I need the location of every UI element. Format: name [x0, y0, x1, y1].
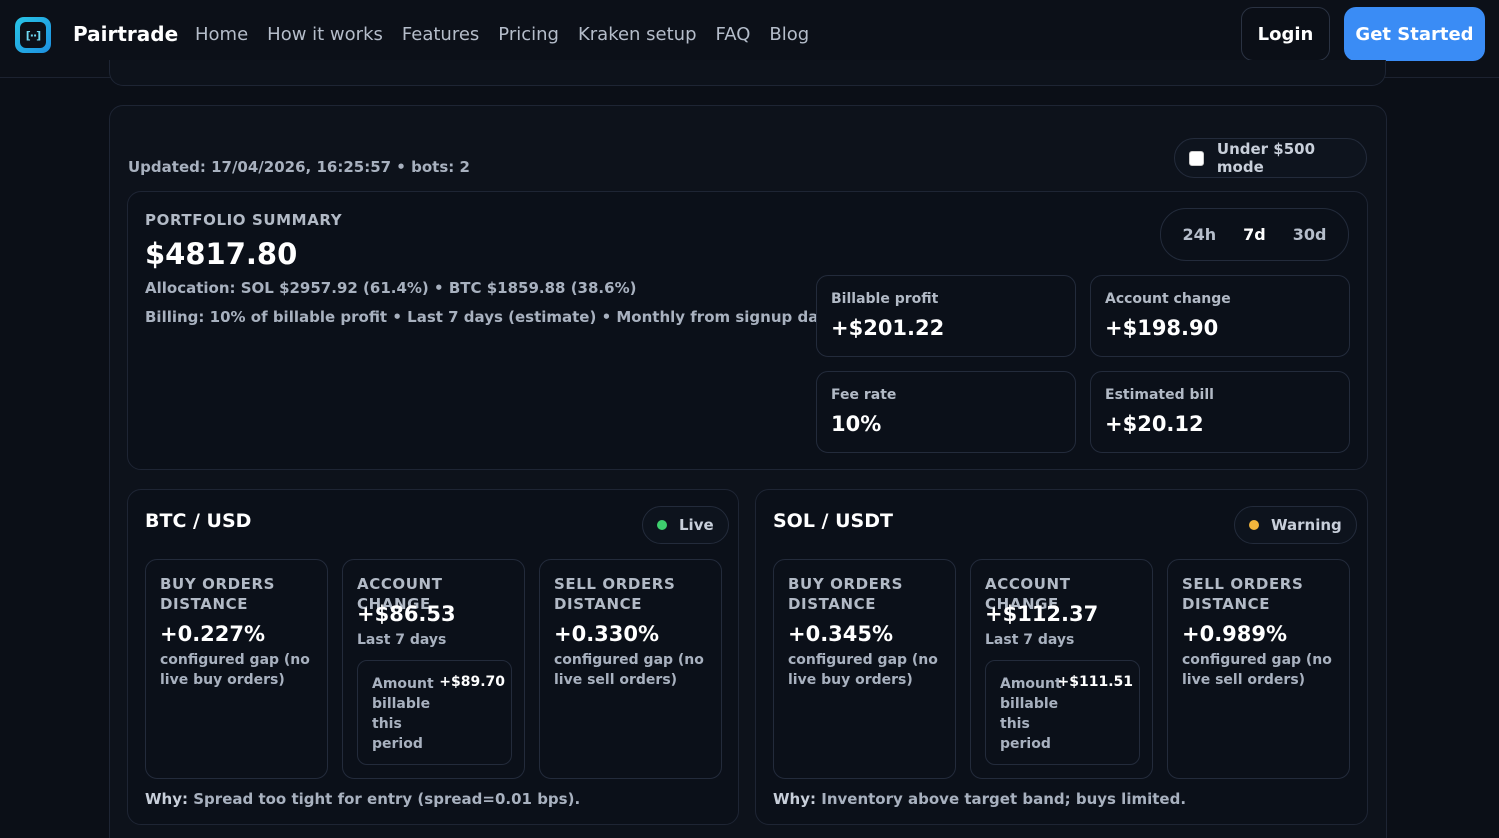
status-text: Live — [679, 516, 714, 534]
period-selector: 24h 7d 30d — [1160, 208, 1349, 261]
period-24h[interactable]: 24h — [1182, 225, 1217, 244]
nav-link-home[interactable]: Home — [195, 24, 249, 45]
sell-orders-value: +0.989% — [1182, 622, 1288, 646]
sell-orders-distance-card: SELL ORDERS DISTANCE +0.330% configured … — [539, 559, 722, 779]
account-change-card: ACCOUNT CHANGE +$86.53 Last 7 days Amoun… — [342, 559, 525, 779]
pair-card-sol-usdt: SOL / USDT Warning BUY ORDERS DISTANCE +… — [755, 489, 1368, 825]
account-change-card: ACCOUNT CHANGE +$112.37 Last 7 days Amou… — [970, 559, 1153, 779]
updated-status: Updated: 17/04/2026, 16:25:57 • bots: 2 — [128, 158, 470, 176]
account-change-label: Account change — [1105, 291, 1231, 307]
pair-name: BTC / USD — [145, 510, 252, 532]
buy-orders-label: BUY ORDERS DISTANCE — [160, 575, 276, 613]
account-change-period: Last 7 days — [985, 632, 1075, 648]
account-change-period: Last 7 days — [357, 632, 447, 648]
account-change-value: +$112.37 — [985, 602, 1099, 626]
buy-orders-note: configured gap (no live buy orders) — [788, 652, 938, 688]
nav-link-how-it-works[interactable]: How it works — [267, 24, 383, 45]
portfolio-summary-title: PORTFOLIO SUMMARY — [145, 211, 343, 229]
buy-orders-value: +0.227% — [160, 622, 266, 646]
status-text: Warning — [1271, 516, 1342, 534]
nav-link-kraken-setup[interactable]: Kraken setup — [577, 24, 697, 45]
buy-orders-label: BUY ORDERS DISTANCE — [788, 575, 904, 613]
why-label: Why: — [773, 790, 817, 808]
billable-amount-value: +$111.51 — [1057, 674, 1134, 690]
under-500-mode-checkbox[interactable] — [1189, 150, 1204, 166]
nav-link-features[interactable]: Features — [401, 24, 480, 45]
sell-orders-label: SELL ORDERS DISTANCE — [1182, 575, 1304, 613]
sell-orders-note: configured gap (no live sell orders) — [1182, 652, 1332, 688]
buy-orders-value: +0.345% — [788, 622, 894, 646]
fee-rate-label: Fee rate — [831, 387, 897, 403]
billable-amount-box: Amount billable this period +$111.51 — [985, 660, 1140, 765]
buy-orders-distance-card: BUY ORDERS DISTANCE +0.227% configured g… — [145, 559, 328, 779]
estimated-bill-stat: Estimated bill +$20.12 — [1090, 371, 1350, 453]
sell-orders-value: +0.330% — [554, 622, 660, 646]
billable-profit-label: Billable profit — [831, 291, 939, 307]
login-button[interactable]: Login — [1241, 7, 1330, 61]
logo-icon[interactable]: [··] — [15, 17, 51, 53]
status-badge: Warning — [1234, 506, 1357, 544]
under-500-mode-toggle[interactable]: Under $500 mode — [1174, 138, 1367, 178]
billable-profit-stat: Billable profit +$201.22 — [816, 275, 1076, 357]
billable-amount-box: Amount billable this period +$89.70 — [357, 660, 512, 765]
estimated-bill-value: +$20.12 — [1105, 412, 1204, 436]
status-dot-icon — [657, 520, 667, 530]
get-started-button[interactable]: Get Started — [1344, 7, 1485, 61]
account-change-value: +$86.53 — [357, 602, 456, 626]
nav-link-pricing[interactable]: Pricing — [498, 24, 559, 45]
billable-amount-label: Amount billable this period — [372, 676, 434, 752]
nav-link-faq[interactable]: FAQ — [715, 24, 751, 45]
account-change-value: +$198.90 — [1105, 316, 1219, 340]
pair-name: SOL / USDT — [773, 510, 893, 532]
pair-card-btc-usd: BTC / USD Live BUY ORDERS DISTANCE +0.22… — [127, 489, 739, 825]
under-500-mode-label[interactable]: Under $500 mode — [1216, 140, 1316, 176]
billable-amount-label: Amount billable this period — [1000, 676, 1062, 752]
billable-amount-value: +$89.70 — [439, 674, 505, 690]
sell-orders-label: SELL ORDERS DISTANCE — [554, 575, 676, 613]
estimated-bill-label: Estimated bill — [1105, 387, 1214, 403]
why-label: Why: — [145, 790, 189, 808]
sell-orders-note: configured gap (no live sell orders) — [554, 652, 704, 688]
why-explanation: Why: Inventory above target band; buys l… — [773, 790, 1186, 808]
brand-name[interactable]: Pairtrade — [73, 22, 179, 46]
nav-links: Home How it works Features Pricing Krake… — [195, 24, 828, 45]
fee-rate-value: 10% — [831, 412, 882, 436]
buy-orders-distance-card: BUY ORDERS DISTANCE +0.345% configured g… — [773, 559, 956, 779]
period-7d[interactable]: 7d — [1243, 225, 1266, 244]
previous-card-edge — [109, 60, 1386, 86]
nav-link-blog[interactable]: Blog — [769, 24, 810, 45]
portfolio-billing-info: Billing: 10% of billable profit • Last 7… — [145, 308, 836, 326]
why-reason: Spread too tight for entry (spread=0.01 … — [193, 790, 581, 808]
portfolio-allocation: Allocation: SOL $2957.92 (61.4%) • BTC $… — [145, 279, 637, 297]
account-change-label: ACCOUNT CHANGE — [985, 575, 1071, 613]
sell-orders-distance-card: SELL ORDERS DISTANCE +0.989% configured … — [1167, 559, 1350, 779]
period-30d[interactable]: 30d — [1292, 225, 1327, 244]
why-explanation: Why: Spread too tight for entry (spread=… — [145, 790, 580, 808]
why-reason: Inventory above target band; buys limite… — [821, 790, 1187, 808]
logo-glyph: [··] — [20, 22, 46, 48]
status-badge: Live — [642, 506, 729, 544]
buy-orders-note: configured gap (no live buy orders) — [160, 652, 310, 688]
fee-rate-stat: Fee rate 10% — [816, 371, 1076, 453]
portfolio-total-value: $4817.80 — [145, 237, 298, 271]
account-change-label: ACCOUNT CHANGE — [357, 575, 443, 613]
status-dot-icon — [1249, 520, 1259, 530]
account-change-stat: Account change +$198.90 — [1090, 275, 1350, 357]
billable-profit-value: +$201.22 — [831, 316, 945, 340]
